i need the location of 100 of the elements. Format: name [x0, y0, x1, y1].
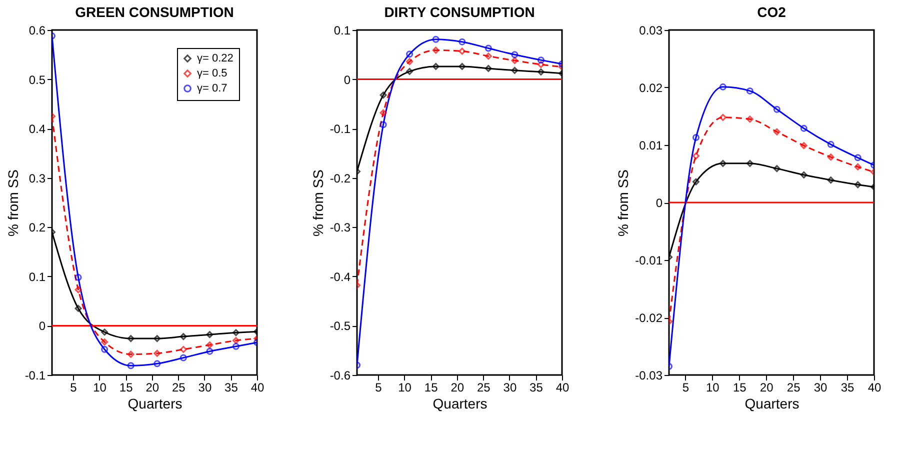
point: [458, 48, 466, 55]
x-axis-title: Quarters: [744, 396, 800, 412]
y-tick-label: 0.02: [639, 81, 663, 95]
x-tick-label: 10: [398, 380, 412, 394]
x-tick-label: 20: [146, 380, 160, 394]
point: [101, 328, 108, 336]
point: [127, 335, 134, 342]
x-tick-label: 40: [868, 380, 882, 394]
y-tick-label: -0.1: [24, 368, 46, 382]
point: [484, 44, 492, 52]
x-tick-label: 15: [424, 380, 438, 394]
point: [380, 121, 387, 128]
point: [206, 348, 214, 355]
point: [432, 62, 440, 70]
y-tick-label: -0.01: [635, 254, 663, 268]
y-tick-label: 0.1: [334, 24, 351, 38]
y-tick-label: -0.02: [635, 311, 663, 325]
x-tick-label: 10: [706, 380, 720, 394]
y-tick-label: -0.6: [330, 368, 351, 382]
y-tick-label: -0.2: [330, 171, 351, 186]
point: [432, 36, 440, 43]
point: [180, 346, 187, 353]
point: [800, 171, 808, 178]
point: [827, 140, 834, 148]
chart-title: DIRTY CONSUMPTION: [384, 4, 535, 20]
point: [746, 87, 754, 94]
point: [406, 58, 414, 66]
x-tick-label: 20: [450, 380, 464, 394]
x-tick-label: 30: [814, 380, 828, 394]
x-tick-label: 15: [119, 380, 134, 394]
x-tick-label: 30: [198, 380, 212, 394]
point: [127, 362, 134, 370]
y-tick-label: 0: [344, 72, 351, 87]
point: [458, 62, 466, 70]
x-tick-label: 5: [70, 380, 78, 394]
point: [154, 350, 161, 357]
point: [854, 154, 862, 162]
point: [537, 61, 544, 68]
point: [773, 106, 780, 113]
point: [74, 304, 82, 312]
point: [206, 331, 214, 338]
point: [719, 160, 726, 167]
point: [406, 68, 414, 75]
point: [854, 181, 862, 188]
y-axis-title: % from SS: [310, 170, 326, 236]
y-tick-label: 0.6: [28, 24, 46, 38]
y-tick-label: 0.1: [28, 270, 46, 284]
y-tick-label: 0.01: [639, 138, 663, 152]
point: [232, 342, 240, 350]
x-tick-label: 25: [786, 380, 801, 394]
point: [827, 176, 834, 184]
point: [74, 274, 82, 281]
point: [380, 92, 387, 99]
point: [154, 360, 161, 368]
y-axis-title: % from SS: [4, 170, 21, 236]
point: [458, 38, 466, 46]
point: [692, 178, 700, 186]
point: [746, 116, 754, 123]
point: [74, 286, 82, 294]
y-tick-label: 0.4: [28, 122, 46, 136]
point: [101, 338, 108, 346]
point: [206, 341, 214, 348]
point: [746, 160, 754, 167]
y-tick-label: 0.03: [639, 24, 663, 38]
y-tick-label: -0.4: [330, 270, 351, 284]
x-tick-label: 40: [556, 380, 570, 394]
point: [101, 346, 108, 353]
legend-label: γ= 0.7: [197, 82, 228, 94]
legend-label: γ= 0.22: [197, 52, 234, 64]
point: [180, 354, 187, 362]
y-tick-label: 0: [656, 196, 663, 210]
point: [719, 114, 726, 121]
x-tick-label: 35: [840, 380, 855, 394]
y-tick-label: -0.3: [330, 220, 351, 235]
point: [773, 165, 780, 172]
x-tick-label: 15: [732, 380, 747, 394]
point: [800, 142, 808, 150]
x-tick-label: 20: [760, 380, 774, 394]
y-tick-label: 0.2: [28, 220, 46, 235]
x-tick-label: 10: [93, 380, 107, 394]
x-tick-label: 5: [375, 380, 382, 394]
point: [773, 128, 780, 136]
point: [380, 109, 387, 116]
x-tick-label: 35: [530, 380, 544, 394]
point: [511, 66, 518, 74]
y-tick-label: -0.1: [330, 122, 351, 136]
point: [827, 154, 834, 161]
point: [180, 333, 187, 340]
point: [432, 46, 440, 54]
point: [537, 68, 544, 76]
x-axis-title: Quarters: [128, 396, 182, 412]
point: [232, 329, 240, 336]
point: [537, 56, 544, 64]
x-tick-label: 25: [476, 380, 491, 394]
y-tick-label: 0.5: [28, 72, 46, 87]
x-axis-title: Quarters: [432, 396, 488, 412]
y-tick-label: 0: [38, 319, 46, 334]
x-tick-label: 30: [503, 380, 517, 394]
y-axis-title: % from SS: [615, 170, 632, 236]
point: [854, 163, 862, 170]
